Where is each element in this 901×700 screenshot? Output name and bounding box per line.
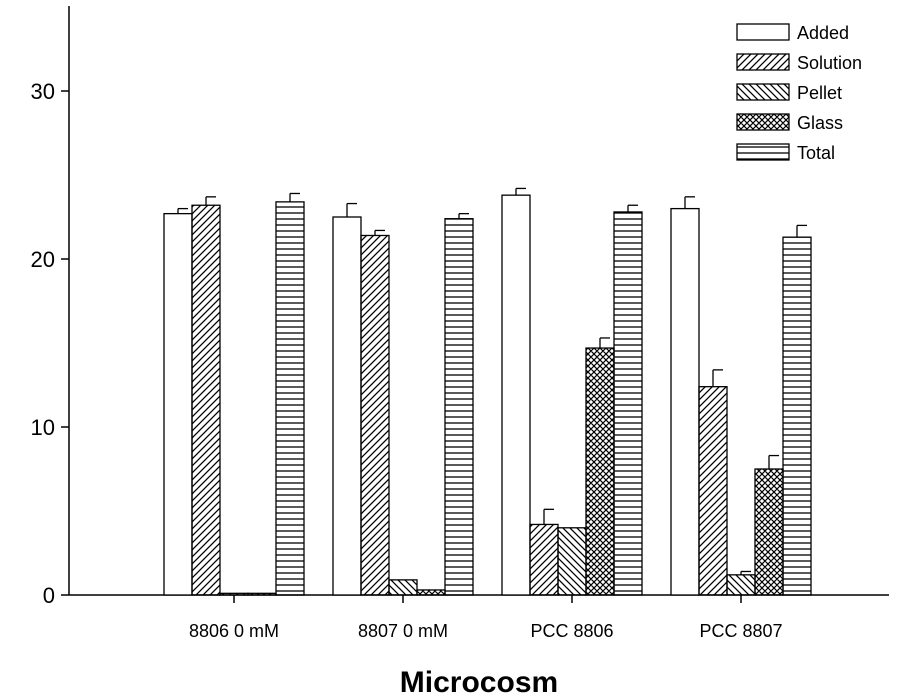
legend-swatch-glass: [736, 113, 790, 131]
bar-total-2: [444, 218, 474, 596]
bar-added-1: [163, 212, 193, 596]
legend-swatch-solution: [736, 53, 790, 71]
legend-label-added: Added: [797, 23, 849, 43]
bar-added-3: [501, 194, 531, 596]
bar-added-2: [332, 216, 362, 596]
bar-pellet-4: [726, 574, 756, 596]
x-axis-ticks: 8806 0 mM 8807 0 mM PCC 8806 PCC 8807: [189, 595, 783, 641]
y-tick-label: 10: [31, 415, 55, 440]
y-axis-ticks: 0 10 20 30: [31, 79, 69, 608]
y-tick-label: 0: [43, 583, 55, 608]
legend-label-pellet: Pellet: [797, 83, 842, 103]
y-tick-label: 30: [31, 79, 55, 104]
legend-label-glass: Glass: [797, 113, 843, 133]
x-tick-label: 8807 0 mM: [358, 621, 448, 641]
bar-total-3: [613, 211, 643, 596]
bar-glass-2: [416, 589, 446, 596]
bar-total-4: [782, 236, 812, 596]
bar-pellet-1: [219, 592, 249, 596]
bar-glass-4: [754, 468, 784, 596]
legend-label-solution: Solution: [797, 53, 862, 73]
bar-solution-4: [698, 386, 728, 596]
x-tick-label: 8806 0 mM: [189, 621, 279, 641]
y-tick-label: 20: [31, 247, 55, 272]
x-tick-label: PCC 8807: [699, 621, 782, 641]
bar-solution-3: [529, 523, 559, 596]
bar-series-group: [163, 187, 812, 596]
legend-swatch-added: [736, 23, 790, 41]
bar-solution-2: [360, 234, 390, 596]
bar-total-1: [275, 201, 305, 596]
bar-glass-3: [585, 347, 615, 596]
bar-pellet-2: [388, 579, 418, 596]
legend-swatch-pellet: [736, 83, 790, 101]
legend-swatch-total: [736, 143, 790, 161]
legend: Added Solution Pellet Glass Total: [736, 23, 862, 163]
bar-glass-1: [247, 592, 277, 596]
bar-added-4: [670, 207, 700, 596]
bar-solution-1: [191, 204, 221, 596]
bar-pellet-3: [557, 527, 587, 596]
x-tick-label: PCC 8806: [530, 621, 613, 641]
legend-label-total: Total: [797, 143, 835, 163]
x-axis-label: Microcosm: [400, 666, 558, 699]
